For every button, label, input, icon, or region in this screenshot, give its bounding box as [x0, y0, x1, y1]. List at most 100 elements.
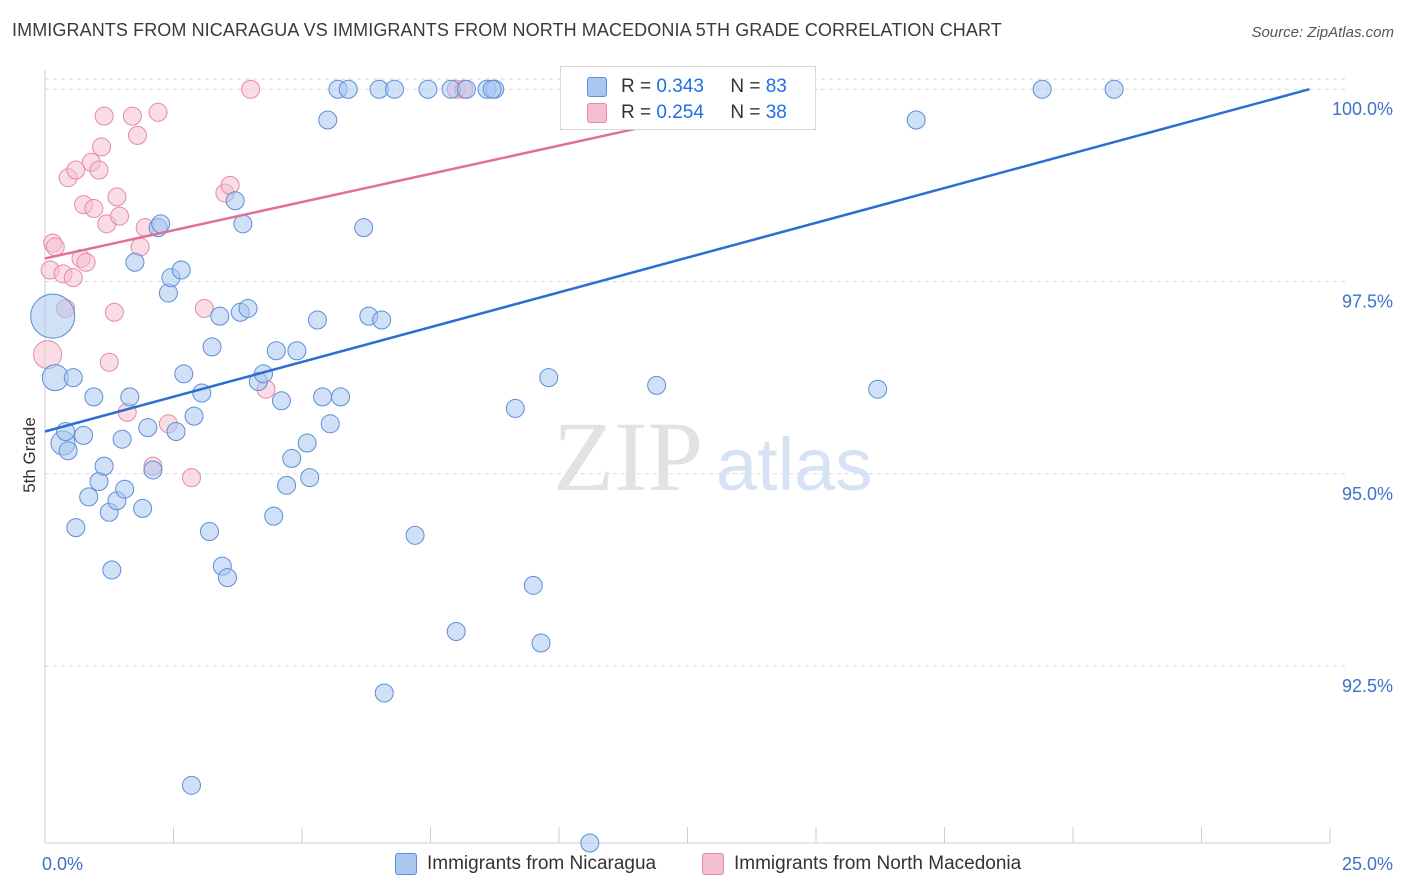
nicaragua-point	[456, 79, 476, 99]
nicaragua-point	[1032, 79, 1052, 99]
nicaragua-point	[84, 387, 104, 407]
macedonia-point	[94, 106, 114, 126]
nicaragua-point	[539, 368, 559, 388]
nicaragua-point	[66, 518, 86, 538]
bottom-legend-label-nicaragua: Immigrants from Nicaragua	[427, 853, 657, 874]
nicaragua-point	[199, 521, 219, 541]
x-tick-label-max: 25.0%	[1342, 854, 1393, 874]
watermark-atlas: atlas	[716, 423, 872, 506]
nicaragua-point	[297, 433, 317, 453]
y-tick-label: 100.0%	[1332, 99, 1393, 119]
nicaragua-point	[174, 364, 194, 384]
nicaragua-point	[181, 775, 201, 795]
macedonia-point	[110, 206, 130, 226]
macedonia-point	[241, 79, 261, 99]
grid-lines	[45, 78, 1345, 667]
nicaragua-point	[133, 498, 153, 518]
nicaragua-point	[143, 460, 163, 480]
legend-r-value: 0.254	[656, 102, 704, 123]
nicaragua-point	[531, 633, 551, 653]
legend-r-value: 0.343	[656, 76, 704, 97]
macedonia-point	[76, 252, 96, 272]
nicaragua-point	[313, 387, 333, 407]
legend-n-label: N =	[730, 102, 761, 123]
nicaragua-point	[74, 425, 94, 445]
nicaragua-point	[210, 306, 230, 326]
nicaragua-point	[405, 525, 425, 545]
nicaragua-point	[271, 391, 291, 411]
macedonia-point	[107, 187, 127, 207]
nicaragua-point	[112, 429, 132, 449]
nicaragua-point	[385, 79, 405, 99]
nicaragua-point	[868, 379, 888, 399]
macedonia-point	[45, 237, 65, 257]
macedonia-point	[84, 198, 104, 218]
nicaragua-point	[125, 252, 145, 272]
nicaragua-point	[338, 79, 358, 99]
chart-title: IMMIGRANTS FROM NICARAGUA VS IMMIGRANTS …	[12, 20, 1002, 40]
macedonia-point	[89, 160, 109, 180]
macedonia-point	[104, 302, 124, 322]
nicaragua-point	[647, 375, 667, 395]
nicaragua-point	[446, 621, 466, 641]
nicaragua-point	[320, 414, 340, 434]
watermark: ZIP atlas	[553, 401, 872, 512]
nicaragua-point	[115, 479, 135, 499]
bottom-legend-macedonia[interactable]: Immigrants from North Macedonia	[702, 852, 1021, 876]
legend-text-macedonia: R = 0.254 N = 38	[621, 102, 787, 124]
nicaragua-point	[217, 568, 237, 588]
legend-text-nicaragua: R = 0.343 N = 83	[621, 76, 787, 98]
nicaragua-point	[354, 218, 374, 238]
nicaragua-point	[102, 560, 122, 580]
nicaragua-point	[523, 575, 543, 595]
nicaragua-point	[418, 79, 438, 99]
macedonia-point	[194, 298, 214, 318]
tick-labels: 92.5% 95.0% 97.5% 100.0% 0.0% 25.0%	[42, 99, 1393, 874]
nicaragua-point	[331, 387, 351, 407]
nicaragua-point	[307, 310, 327, 330]
watermark-zip: ZIP	[553, 401, 703, 512]
nicaragua-point	[277, 475, 297, 495]
y-tick-label: 92.5%	[1342, 676, 1393, 696]
legend-n-label: N =	[730, 76, 761, 97]
nicaragua-point	[202, 337, 222, 357]
macedonia-point	[66, 160, 86, 180]
macedonia-point	[122, 106, 142, 126]
nicaragua-point	[264, 506, 284, 526]
source-label: Source: ZipAtlas.com	[1251, 24, 1394, 41]
bottom-legend-nicaragua[interactable]: Immigrants from Nicaragua	[395, 852, 656, 876]
nicaragua-point	[94, 456, 114, 476]
bottom-legend-swatch-nicaragua	[395, 853, 417, 875]
nicaragua-point	[58, 441, 78, 461]
nicaragua-point	[171, 260, 191, 280]
nicaragua-point	[372, 310, 392, 330]
nicaragua-point	[138, 418, 158, 438]
nicaragua-point	[505, 398, 525, 418]
nicaragua-point	[166, 422, 186, 442]
nicaragua-point	[482, 79, 502, 99]
nicaragua-point	[120, 387, 140, 407]
series-north-macedonia	[33, 79, 474, 488]
nicaragua-point	[151, 214, 171, 234]
macedonia-point	[128, 125, 148, 145]
legend-n-value: 83	[765, 76, 787, 97]
legend-r-label: R =	[621, 102, 652, 123]
nicaragua-point	[266, 341, 286, 361]
macedonia-point	[63, 268, 83, 288]
nicaragua-point	[238, 298, 258, 318]
nicaragua-point	[184, 406, 204, 426]
axes	[44, 70, 1331, 844]
macedonia-point	[92, 137, 112, 157]
macedonia-point	[148, 102, 168, 122]
nicaragua-point	[287, 341, 307, 361]
nicaragua-point	[225, 191, 245, 211]
macedonia-point	[181, 468, 201, 488]
bottom-legend-label-macedonia: Immigrants from North Macedonia	[734, 853, 1022, 874]
nicaragua-point	[282, 448, 302, 468]
stats-legend: R = 0.343 N = 83 R = 0.254 N = 38	[560, 66, 816, 130]
trend-lines	[44, 88, 1310, 433]
nicaragua-point	[580, 833, 600, 853]
legend-swatch-nicaragua	[587, 77, 607, 97]
macedonia-point	[99, 352, 119, 372]
